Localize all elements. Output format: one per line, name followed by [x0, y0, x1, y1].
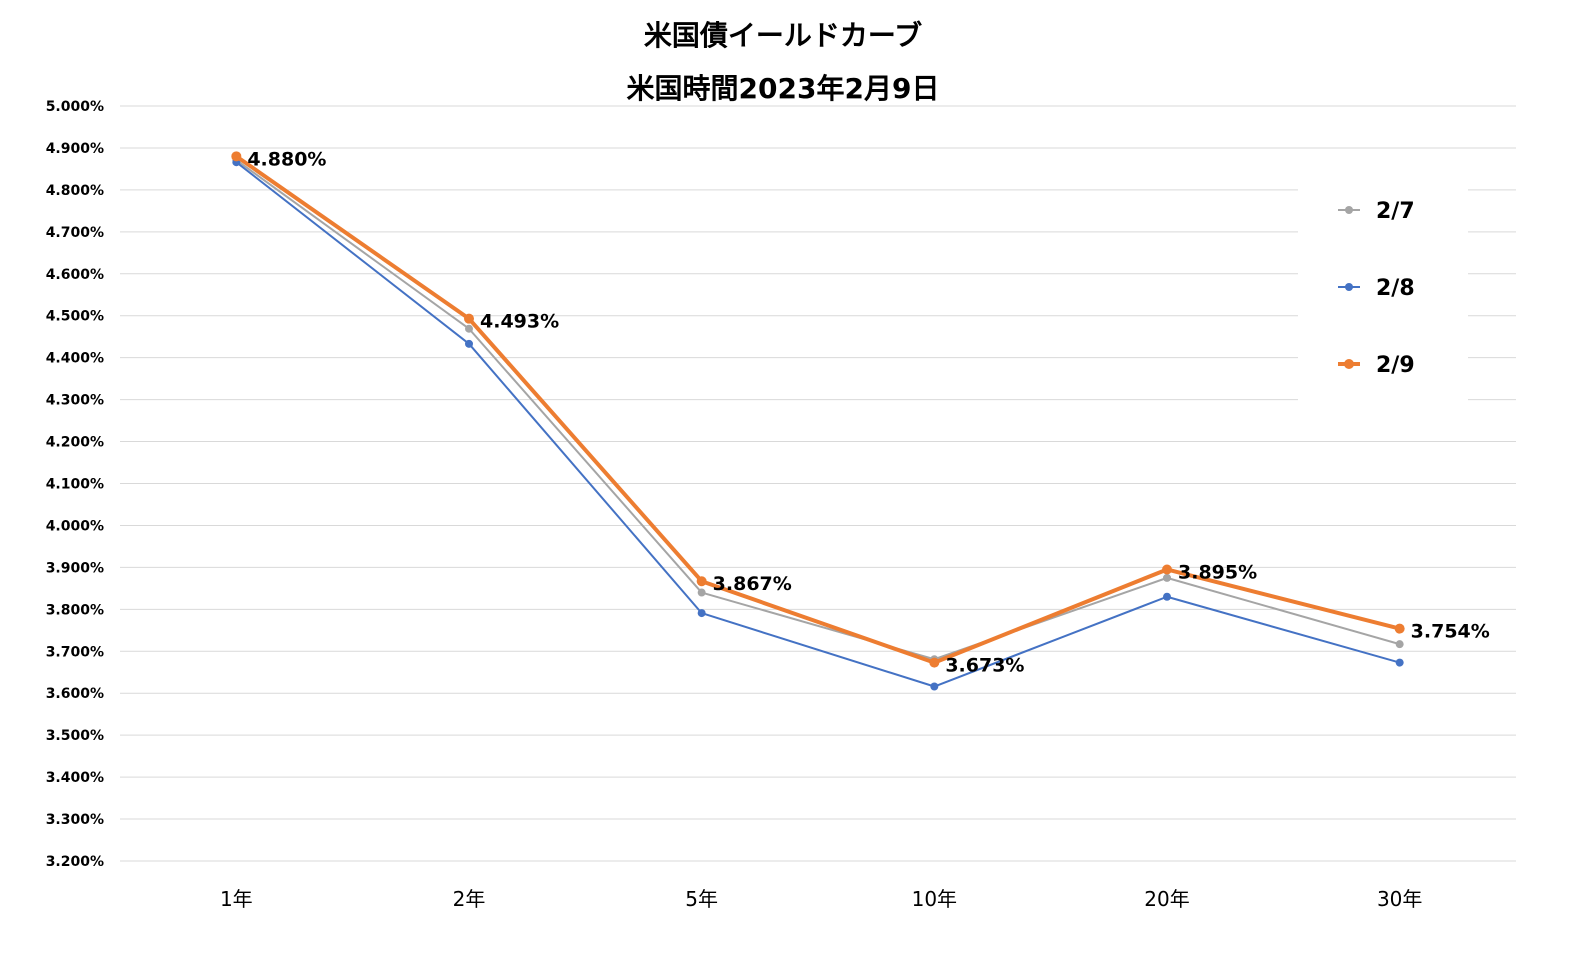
- y-tick-label: 3.500%: [46, 728, 104, 744]
- data-point: [465, 324, 473, 333]
- data-point: [1162, 564, 1172, 575]
- data-label: 4.493%: [480, 311, 559, 333]
- gridlines: [120, 105, 1516, 862]
- y-tick-label: 3.700%: [46, 644, 104, 660]
- legend-marker: [1345, 206, 1353, 214]
- y-tick-label: 3.200%: [46, 854, 104, 870]
- x-tick-label: 10年: [912, 887, 957, 911]
- x-tick-label: 30年: [1377, 887, 1422, 911]
- x-tick-label: 1年: [220, 887, 253, 911]
- data-point: [697, 588, 706, 597]
- y-tick-label: 4.100%: [46, 477, 104, 493]
- legend-background: [1298, 180, 1468, 405]
- chart-title: 米国債イールドカーブ: [644, 19, 922, 52]
- data-label: 4.880%: [247, 148, 326, 170]
- y-tick-label: 4.800%: [46, 183, 104, 199]
- series-lines: [231, 151, 1405, 691]
- data-point: [1163, 573, 1171, 582]
- data-label: 3.895%: [1178, 561, 1257, 583]
- y-tick-label: 4.000%: [46, 518, 104, 534]
- y-tick-label: 4.900%: [46, 141, 104, 157]
- data-point: [231, 151, 242, 162]
- y-tick-label: 4.700%: [46, 225, 104, 241]
- y-tick-label: 3.800%: [46, 602, 104, 618]
- x-tick-label: 20年: [1144, 887, 1189, 911]
- y-tick-label: 3.900%: [46, 560, 104, 576]
- series-line-2-9: [235, 154, 1401, 665]
- chart-subtitle: 米国時間2023年2月9日: [627, 72, 940, 105]
- legend-label: 2/7: [1376, 199, 1415, 224]
- y-tick-label: 4.600%: [46, 267, 104, 283]
- data-point: [1163, 592, 1171, 601]
- x-axis-ticks: 1年 2年 5年 10年 20年 30年: [220, 887, 1422, 911]
- y-tick-label: 5.000%: [46, 99, 104, 115]
- legend-label: 2/9: [1376, 353, 1415, 378]
- data-label: 3.673%: [945, 655, 1024, 677]
- data-label: 3.867%: [713, 573, 792, 595]
- y-tick-label: 4.300%: [46, 393, 104, 409]
- data-label: 3.754%: [1411, 621, 1490, 643]
- data-point: [697, 609, 706, 618]
- y-tick-label: 3.600%: [46, 686, 104, 702]
- data-labels: 4.880% 4.493% 3.867% 3.673% 3.895% 3.754%: [247, 148, 1489, 676]
- data-point: [1395, 640, 1404, 649]
- data-point: [1394, 623, 1405, 634]
- y-tick-label: 3.400%: [46, 770, 104, 786]
- legend-marker: [1345, 283, 1353, 291]
- y-tick-label: 4.500%: [46, 309, 104, 325]
- legend-marker: [1344, 359, 1354, 369]
- data-point: [1395, 658, 1404, 667]
- y-tick-label: 4.200%: [46, 435, 104, 451]
- legend: 2/7 2/8 2/9: [1298, 180, 1468, 405]
- x-tick-label: 5年: [685, 887, 718, 911]
- data-point: [929, 657, 940, 668]
- series-line-2-7: [235, 159, 1400, 661]
- legend-label: 2/8: [1376, 276, 1415, 301]
- y-tick-label: 3.300%: [46, 812, 104, 828]
- y-axis-ticks: 3.200% 3.300% 3.400% 3.500% 3.600% 3.700% 3.80…: [46, 99, 104, 870]
- data-point: [930, 682, 939, 691]
- data-point: [464, 313, 474, 324]
- data-point: [696, 576, 707, 587]
- data-point: [465, 339, 473, 348]
- x-tick-label: 2年: [453, 887, 486, 911]
- series-line-2-8: [235, 161, 1400, 688]
- y-tick-label: 4.400%: [46, 351, 104, 367]
